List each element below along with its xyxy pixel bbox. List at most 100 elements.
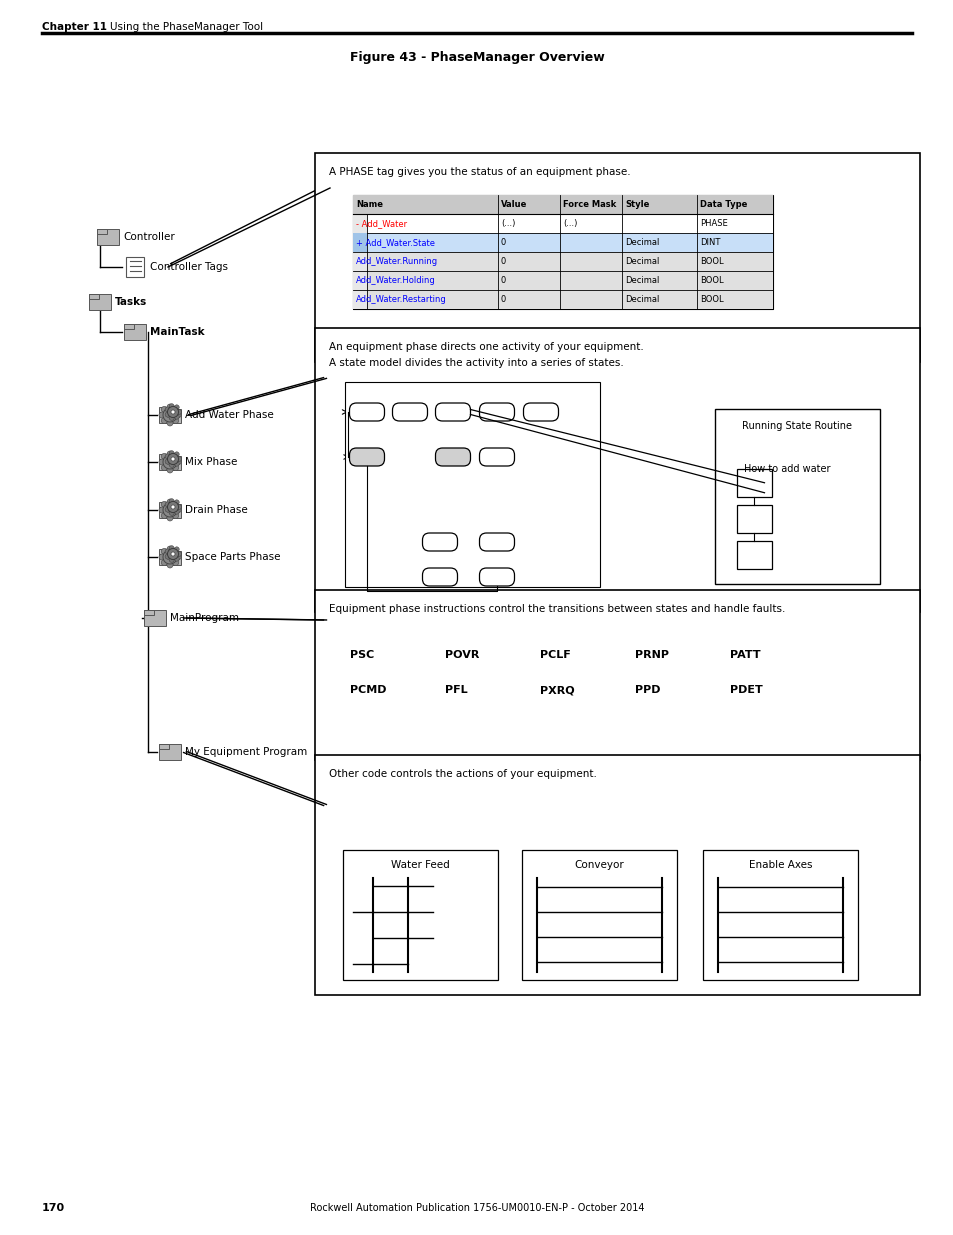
Bar	[159, 551, 181, 564]
Text: PDET: PDET	[729, 685, 762, 695]
Text: PATT: PATT	[729, 650, 760, 659]
Text: Water Feed: Water Feed	[391, 860, 450, 869]
Circle shape	[174, 508, 181, 513]
Circle shape	[165, 406, 170, 412]
Circle shape	[174, 405, 179, 410]
Circle shape	[167, 467, 172, 473]
Circle shape	[167, 546, 172, 552]
Text: Drain Phase: Drain Phase	[185, 505, 248, 515]
Circle shape	[174, 555, 181, 559]
Text: PCLF: PCLF	[539, 650, 570, 659]
Circle shape	[167, 412, 172, 417]
Circle shape	[172, 453, 178, 459]
Bar	[159, 504, 181, 517]
Text: Other code controls the actions of your equipment.: Other code controls the actions of your …	[329, 769, 597, 779]
Bar	[159, 550, 169, 555]
FancyBboxPatch shape	[422, 534, 457, 551]
FancyBboxPatch shape	[435, 403, 470, 421]
Text: Tasks: Tasks	[115, 296, 147, 308]
FancyBboxPatch shape	[392, 403, 427, 421]
Bar	[159, 454, 169, 459]
Text: 0: 0	[500, 295, 506, 304]
Text: PSC: PSC	[350, 650, 374, 659]
Bar	[737, 469, 771, 496]
Text: Enable Axes: Enable Axes	[748, 860, 811, 869]
FancyBboxPatch shape	[349, 403, 384, 421]
Text: An equipment phase directs one activity of your equipment.: An equipment phase directs one activity …	[329, 342, 643, 352]
Bar	[702, 850, 857, 981]
Circle shape	[165, 412, 170, 417]
Circle shape	[167, 420, 172, 426]
Circle shape	[176, 552, 181, 557]
Bar	[159, 743, 169, 748]
FancyBboxPatch shape	[422, 568, 457, 585]
Circle shape	[171, 457, 174, 461]
Text: Add Water Phase: Add Water Phase	[185, 410, 274, 420]
Text: Conveyor: Conveyor	[574, 860, 623, 869]
Circle shape	[174, 459, 181, 466]
Circle shape	[171, 552, 174, 556]
Bar	[314, 153, 919, 362]
Bar	[353, 233, 367, 252]
Circle shape	[161, 501, 167, 508]
Circle shape	[169, 499, 174, 504]
Text: POVR: POVR	[444, 650, 478, 659]
Bar	[353, 270, 772, 290]
Circle shape	[169, 415, 174, 420]
Bar	[314, 755, 919, 995]
Circle shape	[168, 501, 178, 513]
FancyBboxPatch shape	[349, 448, 384, 466]
Circle shape	[169, 404, 174, 409]
Circle shape	[174, 556, 179, 561]
Text: BOOL: BOOL	[700, 275, 723, 285]
Circle shape	[172, 417, 178, 424]
Text: PCMD: PCMD	[350, 685, 386, 695]
Bar	[97, 228, 107, 233]
FancyBboxPatch shape	[523, 403, 558, 421]
Text: PRNP: PRNP	[635, 650, 668, 659]
Bar	[353, 214, 772, 233]
Circle shape	[169, 557, 174, 562]
Circle shape	[168, 453, 178, 464]
FancyBboxPatch shape	[479, 448, 514, 466]
Text: Decimal: Decimal	[624, 295, 659, 304]
Bar	[353, 195, 772, 309]
Text: My Equipment Program: My Equipment Program	[185, 747, 307, 757]
Text: Decimal: Decimal	[624, 238, 659, 247]
Text: A PHASE tag gives you the status of an equipment phase.: A PHASE tag gives you the status of an e…	[329, 167, 630, 177]
Circle shape	[167, 515, 172, 521]
Circle shape	[167, 508, 172, 513]
Circle shape	[161, 559, 167, 566]
Text: Add_Water.Restarting: Add_Water.Restarting	[355, 295, 446, 304]
Text: MainTask: MainTask	[150, 327, 204, 337]
Bar	[314, 329, 919, 613]
Text: Value: Value	[500, 200, 527, 209]
Text: 0: 0	[500, 238, 506, 247]
FancyBboxPatch shape	[479, 534, 514, 551]
Bar	[737, 505, 771, 534]
Text: Mix Phase: Mix Phase	[185, 457, 237, 467]
Circle shape	[174, 414, 179, 419]
Text: Equipment phase instructions control the transitions between states and handle f: Equipment phase instructions control the…	[329, 604, 784, 614]
Bar	[89, 294, 111, 310]
Circle shape	[165, 555, 170, 559]
Bar	[159, 501, 169, 508]
Bar	[353, 290, 772, 309]
Bar	[353, 233, 772, 252]
Circle shape	[163, 408, 177, 422]
Circle shape	[168, 406, 178, 417]
Bar	[144, 610, 166, 626]
Bar	[714, 409, 879, 584]
Bar	[737, 541, 771, 569]
Circle shape	[172, 406, 178, 412]
Circle shape	[159, 459, 165, 466]
Bar	[521, 850, 677, 981]
Text: MainProgram: MainProgram	[170, 613, 239, 622]
Text: Running State Routine: Running State Routine	[741, 421, 852, 431]
Text: (...): (...)	[562, 219, 577, 228]
Text: Using the PhaseManager Tool: Using the PhaseManager Tool	[110, 22, 263, 32]
Circle shape	[163, 503, 177, 517]
Circle shape	[174, 509, 179, 514]
Bar	[89, 294, 99, 299]
Text: Style: Style	[624, 200, 649, 209]
